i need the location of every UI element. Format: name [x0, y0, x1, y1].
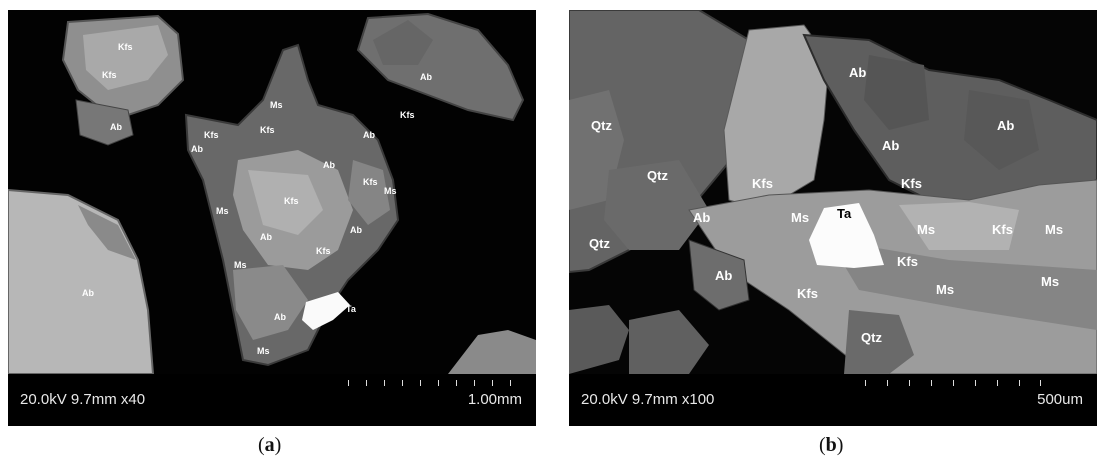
scale-label: 1.00mm [467, 391, 522, 408]
mineral-label: Kfs [752, 176, 773, 191]
sem-image-panel-b: Ab Qtz Ab Qtz Ab Kfs Kfs Ab Ms Ta Qtz Ms… [569, 10, 1097, 426]
sem-image-panel-a: Kfs Kfs Ab Ab Ms Kfs Kfs Ab Ab Kfs Ab Kf… [8, 10, 536, 426]
acquisition-parameters: 20.0kV 9.7mm x100 [581, 391, 715, 408]
mineral-label: Ab [323, 160, 335, 170]
mineral-label: Ms [384, 186, 397, 196]
mineral-label: Ms [257, 346, 270, 356]
caption-b: (b) [819, 434, 843, 457]
mineral-label: Ab [350, 225, 362, 235]
acquisition-parameters: 20.0kV 9.7mm x40 [20, 391, 146, 408]
mineral-label: Ab [82, 288, 94, 298]
mineral-label: Ms [917, 222, 936, 237]
mineral-label: Kfs [260, 125, 275, 135]
mineral-label: Ms [270, 100, 283, 110]
mineral-label: Qtz [861, 330, 882, 345]
mineral-label: Ab [363, 130, 375, 140]
sem-info-bar: 20.0kV 9.7mm x40 1.00mm [8, 374, 536, 426]
mineral-label: Ta [837, 206, 852, 221]
mineral-label: Kfs [797, 286, 818, 301]
mineral-label: Ms [791, 210, 810, 225]
scale-label: 500um [1037, 391, 1083, 408]
mineral-label: Ab [420, 72, 432, 82]
mineral-label: Kfs [363, 177, 378, 187]
mineral-label: Ab [715, 268, 733, 283]
mineral-label: Ms [1045, 222, 1064, 237]
mineral-label: Ms [234, 260, 247, 270]
mineral-label: Ms [1041, 274, 1060, 289]
mineral-label: Kfs [897, 254, 918, 269]
mineral-label: Ab [274, 312, 286, 322]
caption-paren-open: ( [258, 434, 265, 456]
scale-ticks [348, 380, 518, 390]
mineral-label: Ab [882, 138, 900, 153]
mineral-label: Kfs [316, 246, 331, 256]
caption-paren-close: ) [274, 434, 282, 456]
caption-paren-open: ( [819, 434, 826, 456]
mineral-label: Ab [110, 122, 122, 132]
mineral-label: Ab [693, 210, 711, 225]
mineral-label: Kfs [992, 222, 1013, 237]
sem-micrograph-a [8, 10, 536, 374]
mineral-label: Kfs [284, 196, 299, 206]
caption-letter: b [825, 434, 837, 456]
mineral-label: Kfs [118, 42, 133, 52]
mineral-label: Kfs [901, 176, 922, 191]
mineral-label: Kfs [204, 130, 219, 140]
sem-info-bar: 20.0kV 9.7mm x100 500um [569, 374, 1097, 426]
mineral-label: Qtz [591, 118, 612, 133]
mineral-label: Ms [216, 206, 229, 216]
mineral-label: Kfs [400, 110, 415, 120]
mineral-label: Qtz [589, 236, 610, 251]
caption-letter: a [264, 434, 275, 456]
mineral-label: Ab [997, 118, 1015, 133]
mineral-label: Ta [346, 304, 356, 314]
mineral-label: Kfs [102, 70, 117, 80]
caption-paren-close: ) [836, 434, 844, 456]
mineral-label: Qtz [647, 168, 668, 183]
mineral-label: Ab [260, 232, 272, 242]
caption-a: (a) [258, 434, 281, 457]
scale-ticks [865, 380, 1041, 390]
mineral-label: Ab [849, 65, 867, 80]
sem-micrograph-b [569, 10, 1097, 374]
mineral-label: Ms [936, 282, 955, 297]
mineral-label: Ab [191, 144, 203, 154]
